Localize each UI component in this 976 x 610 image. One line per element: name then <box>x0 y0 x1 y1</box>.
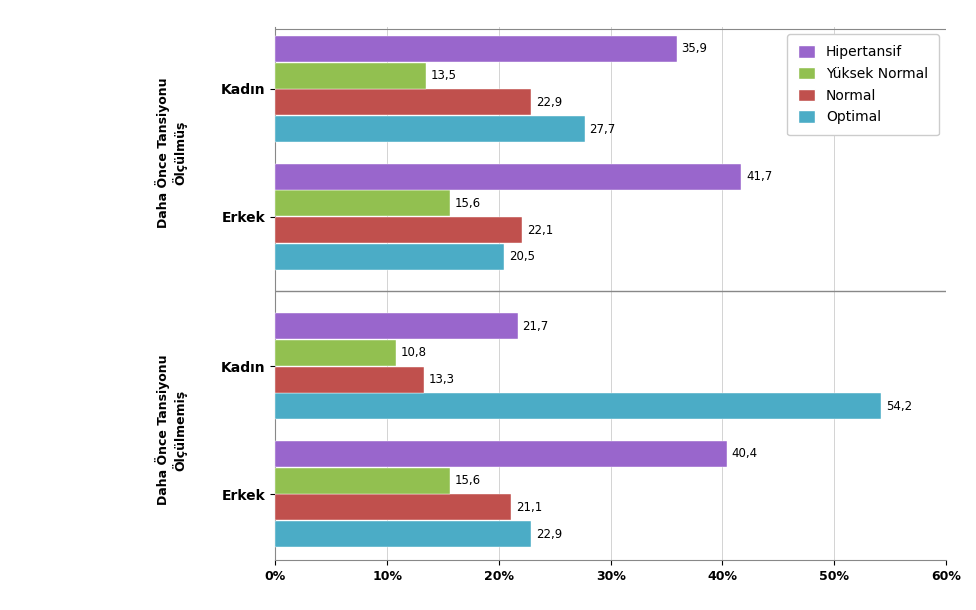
Text: 20,5: 20,5 <box>508 251 535 264</box>
Bar <box>275 521 531 547</box>
Text: 21,1: 21,1 <box>515 501 542 514</box>
Bar <box>275 340 396 366</box>
Text: 35,9: 35,9 <box>681 42 708 56</box>
Bar <box>275 90 531 115</box>
Bar <box>275 63 427 88</box>
Bar <box>275 116 585 142</box>
Text: 10,8: 10,8 <box>400 346 427 359</box>
Bar <box>275 163 742 190</box>
Text: Daha Önce Tansiyonu
Ölçülmemiş: Daha Önce Tansiyonu Ölçülmemiş <box>155 355 187 505</box>
Text: 27,7: 27,7 <box>590 123 616 135</box>
Text: 21,7: 21,7 <box>522 320 549 332</box>
Bar <box>275 393 881 419</box>
Legend: Hipertansif, Yüksek Normal, Normal, Optimal: Hipertansif, Yüksek Normal, Normal, Opti… <box>787 34 939 135</box>
Text: 15,6: 15,6 <box>454 474 480 487</box>
Bar <box>275 190 450 217</box>
Bar <box>275 217 522 243</box>
Text: 40,4: 40,4 <box>731 447 757 461</box>
Text: 54,2: 54,2 <box>885 400 912 413</box>
Text: 22,1: 22,1 <box>527 224 553 237</box>
Bar <box>275 367 424 392</box>
Text: 41,7: 41,7 <box>746 170 772 183</box>
Bar <box>275 244 505 270</box>
Text: Daha Önce Tansiyonu
Ölçülmüş: Daha Önce Tansiyonu Ölçülmüş <box>155 77 187 228</box>
Text: 13,5: 13,5 <box>430 69 457 82</box>
Text: 15,6: 15,6 <box>454 197 480 210</box>
Text: 13,3: 13,3 <box>428 373 455 386</box>
Bar <box>275 313 518 339</box>
Bar <box>275 441 727 467</box>
Text: 22,9: 22,9 <box>536 528 562 540</box>
Bar <box>275 36 676 62</box>
Text: 22,9: 22,9 <box>536 96 562 109</box>
Bar <box>275 468 450 493</box>
Bar <box>275 495 511 520</box>
